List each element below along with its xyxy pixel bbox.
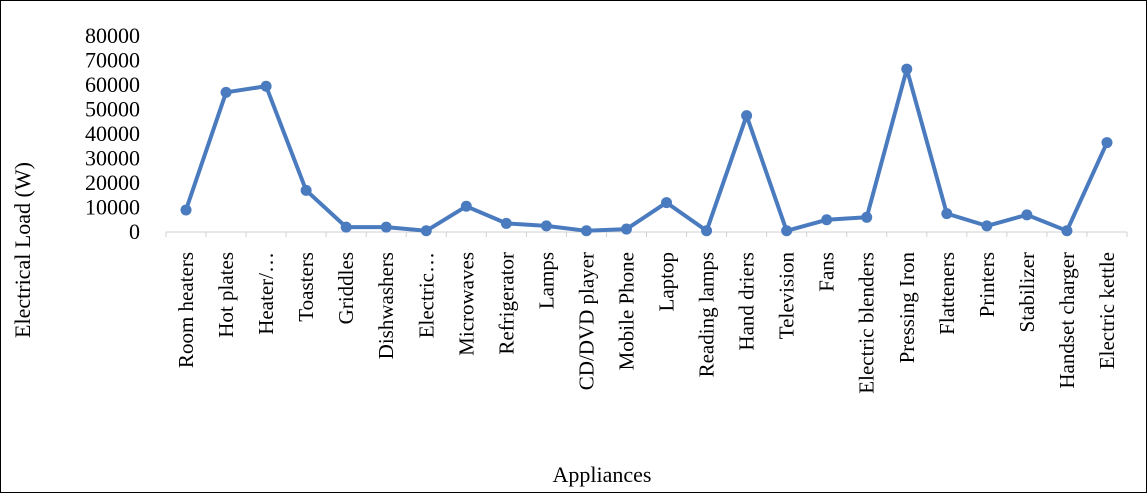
y-axis-title: Electrical Load (W) [10,162,35,338]
x-tick-label: Printers [975,252,999,317]
x-tick-label: Pressing Iron [895,252,919,364]
data-point [500,217,512,229]
data-point [220,86,232,98]
x-tick-label: Stabilizer [1015,252,1039,332]
x-tick-label: Television [775,252,799,340]
y-tick-label: 60000 [85,72,140,97]
x-tick-label: Fans [815,252,839,292]
x-axis-tick-marks [165,232,1128,237]
y-axis-ticks: 0100002000030000400005000060000700008000… [85,23,140,244]
data-point [1021,209,1033,221]
x-tick-label: Electric… [414,252,438,338]
x-tick-label: CD/DVD player [574,252,598,390]
data-point [701,225,713,237]
x-tick-label: Toasters [294,252,318,322]
y-tick-label: 20000 [85,170,140,195]
series-points [180,63,1113,237]
y-tick-label: 40000 [85,121,140,146]
x-axis-title: Appliances [553,462,652,487]
y-tick-label: 0 [129,219,140,244]
x-tick-label: Refrigerator [494,252,518,355]
data-point [540,220,552,232]
data-point [941,208,953,220]
y-tick-label: 70000 [85,48,140,73]
data-point [861,211,873,223]
data-point [340,221,352,233]
y-tick-label: 80000 [85,23,140,48]
data-point [420,225,432,237]
x-tick-label: Electric blenders [855,252,879,394]
y-tick-label: 50000 [85,97,140,122]
data-point [460,200,472,212]
x-tick-label: Flatteners [935,252,959,335]
data-point [1101,137,1113,149]
data-point [981,220,993,232]
x-tick-label: Griddles [334,252,358,324]
x-tick-label: Room heaters [174,252,198,368]
y-tick-label: 10000 [85,195,140,220]
data-point [821,214,833,226]
x-tick-label: Microwaves [454,252,478,356]
x-axis-labels: Room heaters Hot plates Heater/… Toasters Gr… [174,252,1119,394]
data-point [781,225,793,237]
y-tick-label: 30000 [85,146,140,171]
data-point [380,221,392,233]
data-point [901,63,913,75]
data-point [741,110,753,122]
x-tick-label: Handset charger [1055,252,1079,389]
x-tick-label: Laptop [655,252,679,311]
x-tick-label: Lamps [534,252,558,309]
x-tick-label: Electric kettle [1095,252,1119,369]
data-point [1061,225,1073,237]
x-tick-label: Hot plates [214,252,238,338]
data-point [260,80,272,92]
data-point [300,184,312,196]
x-tick-label: Hand driers [735,252,759,351]
data-point [661,197,673,209]
x-tick-label: Heater/… [254,252,278,335]
data-point [180,204,192,216]
x-tick-label: Reading lamps [695,252,719,377]
data-point [580,225,592,237]
x-tick-label: Mobile Phone [614,252,638,370]
x-tick-label: Dishwashers [374,252,398,359]
series-line [184,67,1109,233]
data-point [620,223,632,235]
